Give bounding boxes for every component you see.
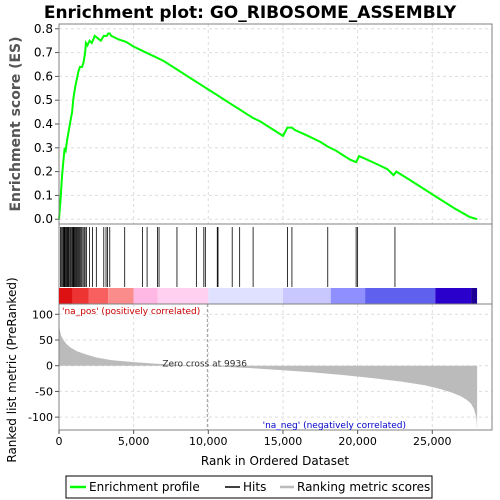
legend-metric-label: Ranking metric scores — [297, 480, 430, 494]
metric-panel: 100 50 0 -50 -100 0 5,000 10,000 15,000 20,000 25… — [5, 277, 493, 468]
legend: Enrichment profile Hits Ranking metric s… — [65, 475, 433, 499]
ranking-metric-area — [59, 316, 478, 430]
rank-colour-strip — [59, 288, 478, 304]
x-tick-label: 5,000 — [118, 435, 150, 448]
legend-enrichment-label: Enrichment profile — [89, 480, 200, 494]
enrichment-profile-line — [58, 32, 478, 221]
rank-strip-segment — [208, 288, 283, 304]
x-tick-label: 0 — [56, 435, 63, 448]
rank-strip-segment — [88, 288, 109, 304]
metric-y-tick-label: 0 — [46, 360, 53, 373]
es-y-tick-label: 0.1 — [34, 188, 53, 202]
rank-strip-segment — [282, 288, 331, 304]
chart-title: Enrichment plot: GO_RIBOSOME_ASSEMBLY — [44, 3, 457, 23]
metric-y-axis-label: Ranked list metric (PreRanked) — [5, 277, 19, 462]
positive-correlation-label: 'na_pos' (positively correlated) — [62, 307, 200, 317]
rank-strip-segment — [330, 288, 366, 304]
x-tick-label: 10,000 — [189, 435, 228, 448]
metric-y-tick-label: -100 — [28, 411, 53, 424]
metric-y-tick-label: 100 — [32, 308, 53, 321]
es-y-axis: 0.0 0.1 0.2 0.3 0.4 0.5 0.6 0.7 0.8 — [34, 22, 59, 226]
rank-strip-segment — [133, 288, 158, 304]
es-y-tick-label: 0.3 — [34, 141, 53, 155]
hit-lines — [60, 227, 396, 287]
es-y-tick-label: 0.0 — [34, 212, 53, 226]
metric-y-tick-label: -50 — [35, 385, 53, 398]
es-y-tick-label: 0.4 — [34, 117, 53, 131]
rank-strip-segment — [435, 288, 472, 304]
x-tick-label: 20,000 — [338, 435, 377, 448]
rank-strip-segment — [72, 288, 89, 304]
rank-strip-segment — [59, 288, 73, 304]
es-grid — [58, 24, 492, 224]
x-tick-label: 25,000 — [413, 435, 452, 448]
es-y-tick-label: 0.7 — [34, 46, 53, 60]
rank-strip-segment — [157, 288, 209, 304]
x-axis-label: Rank in Ordered Dataset — [201, 454, 349, 468]
negative-correlation-label: 'na_neg' (negatively correlated) — [263, 421, 406, 431]
rank-strip-segment — [108, 288, 134, 304]
es-panel: 0.0 0.1 0.2 0.3 0.4 0.5 0.6 0.7 0.8 Enrichment s… — [8, 22, 493, 226]
rank-strip-segment — [365, 288, 436, 304]
rank-strip-segment — [471, 288, 478, 304]
es-y-tick-label: 0.5 — [34, 93, 53, 107]
es-y-axis-label: Enrichment score (ES) — [8, 36, 24, 211]
es-y-tick-label: 0.8 — [34, 22, 53, 36]
x-tick-label: 15,000 — [264, 435, 303, 448]
hits-panel — [58, 223, 493, 305]
es-y-tick-label: 0.2 — [34, 165, 53, 179]
zero-cross-label: Zero cross at 9936 — [162, 360, 247, 370]
es-y-tick-label: 0.6 — [34, 69, 53, 83]
x-axis: 0 5,000 10,000 15,000 20,000 25,000 — [56, 430, 452, 448]
metric-y-tick-label: 50 — [39, 334, 53, 347]
legend-hits-label: Hits — [243, 480, 266, 494]
metric-y-axis: 100 50 0 -50 -100 — [28, 308, 59, 424]
